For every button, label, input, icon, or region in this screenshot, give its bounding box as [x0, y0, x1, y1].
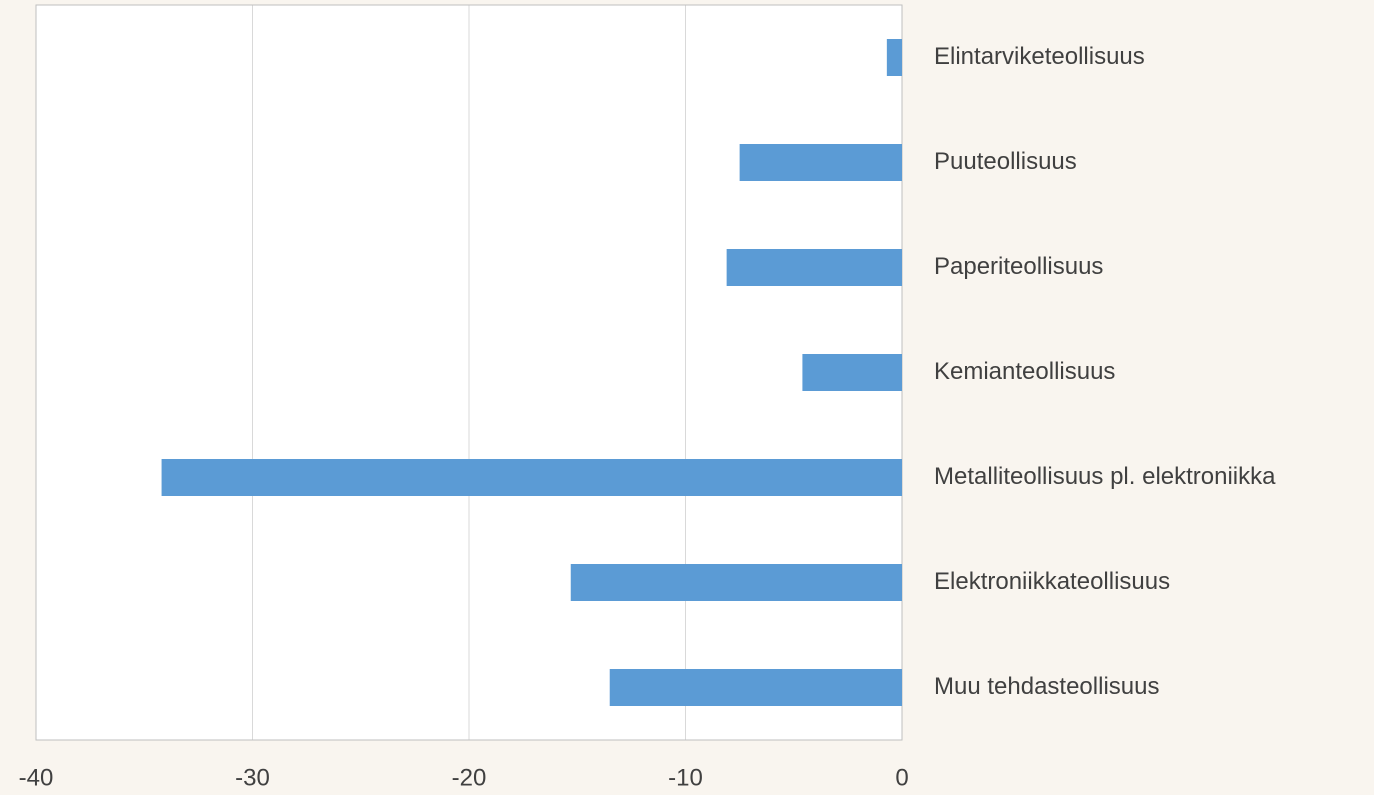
- y-tick-label: Puuteollisuus: [934, 148, 1077, 175]
- bar: [739, 144, 902, 181]
- y-tick-label: Metalliteollisuus pl. elektroniikka: [934, 463, 1276, 490]
- bar: [726, 249, 902, 286]
- bar: [802, 354, 902, 391]
- x-tick-label: 0: [895, 764, 908, 791]
- y-tick-label: Elektroniikkateollisuus: [934, 568, 1170, 595]
- x-tick-label: -30: [235, 764, 270, 791]
- x-tick-label: -20: [452, 764, 487, 791]
- x-tick-label: -10: [668, 764, 703, 791]
- x-tick-label: -40: [19, 764, 54, 791]
- bar: [609, 669, 902, 706]
- y-tick-label: Elintarviketeollisuus: [934, 43, 1145, 70]
- y-tick-label: Muu tehdasteollisuus: [934, 673, 1159, 700]
- bar: [570, 564, 902, 601]
- y-tick-label: Kemianteollisuus: [934, 358, 1115, 385]
- bar: [161, 459, 902, 496]
- bar: [886, 39, 902, 76]
- y-tick-label: Paperiteollisuus: [934, 253, 1103, 280]
